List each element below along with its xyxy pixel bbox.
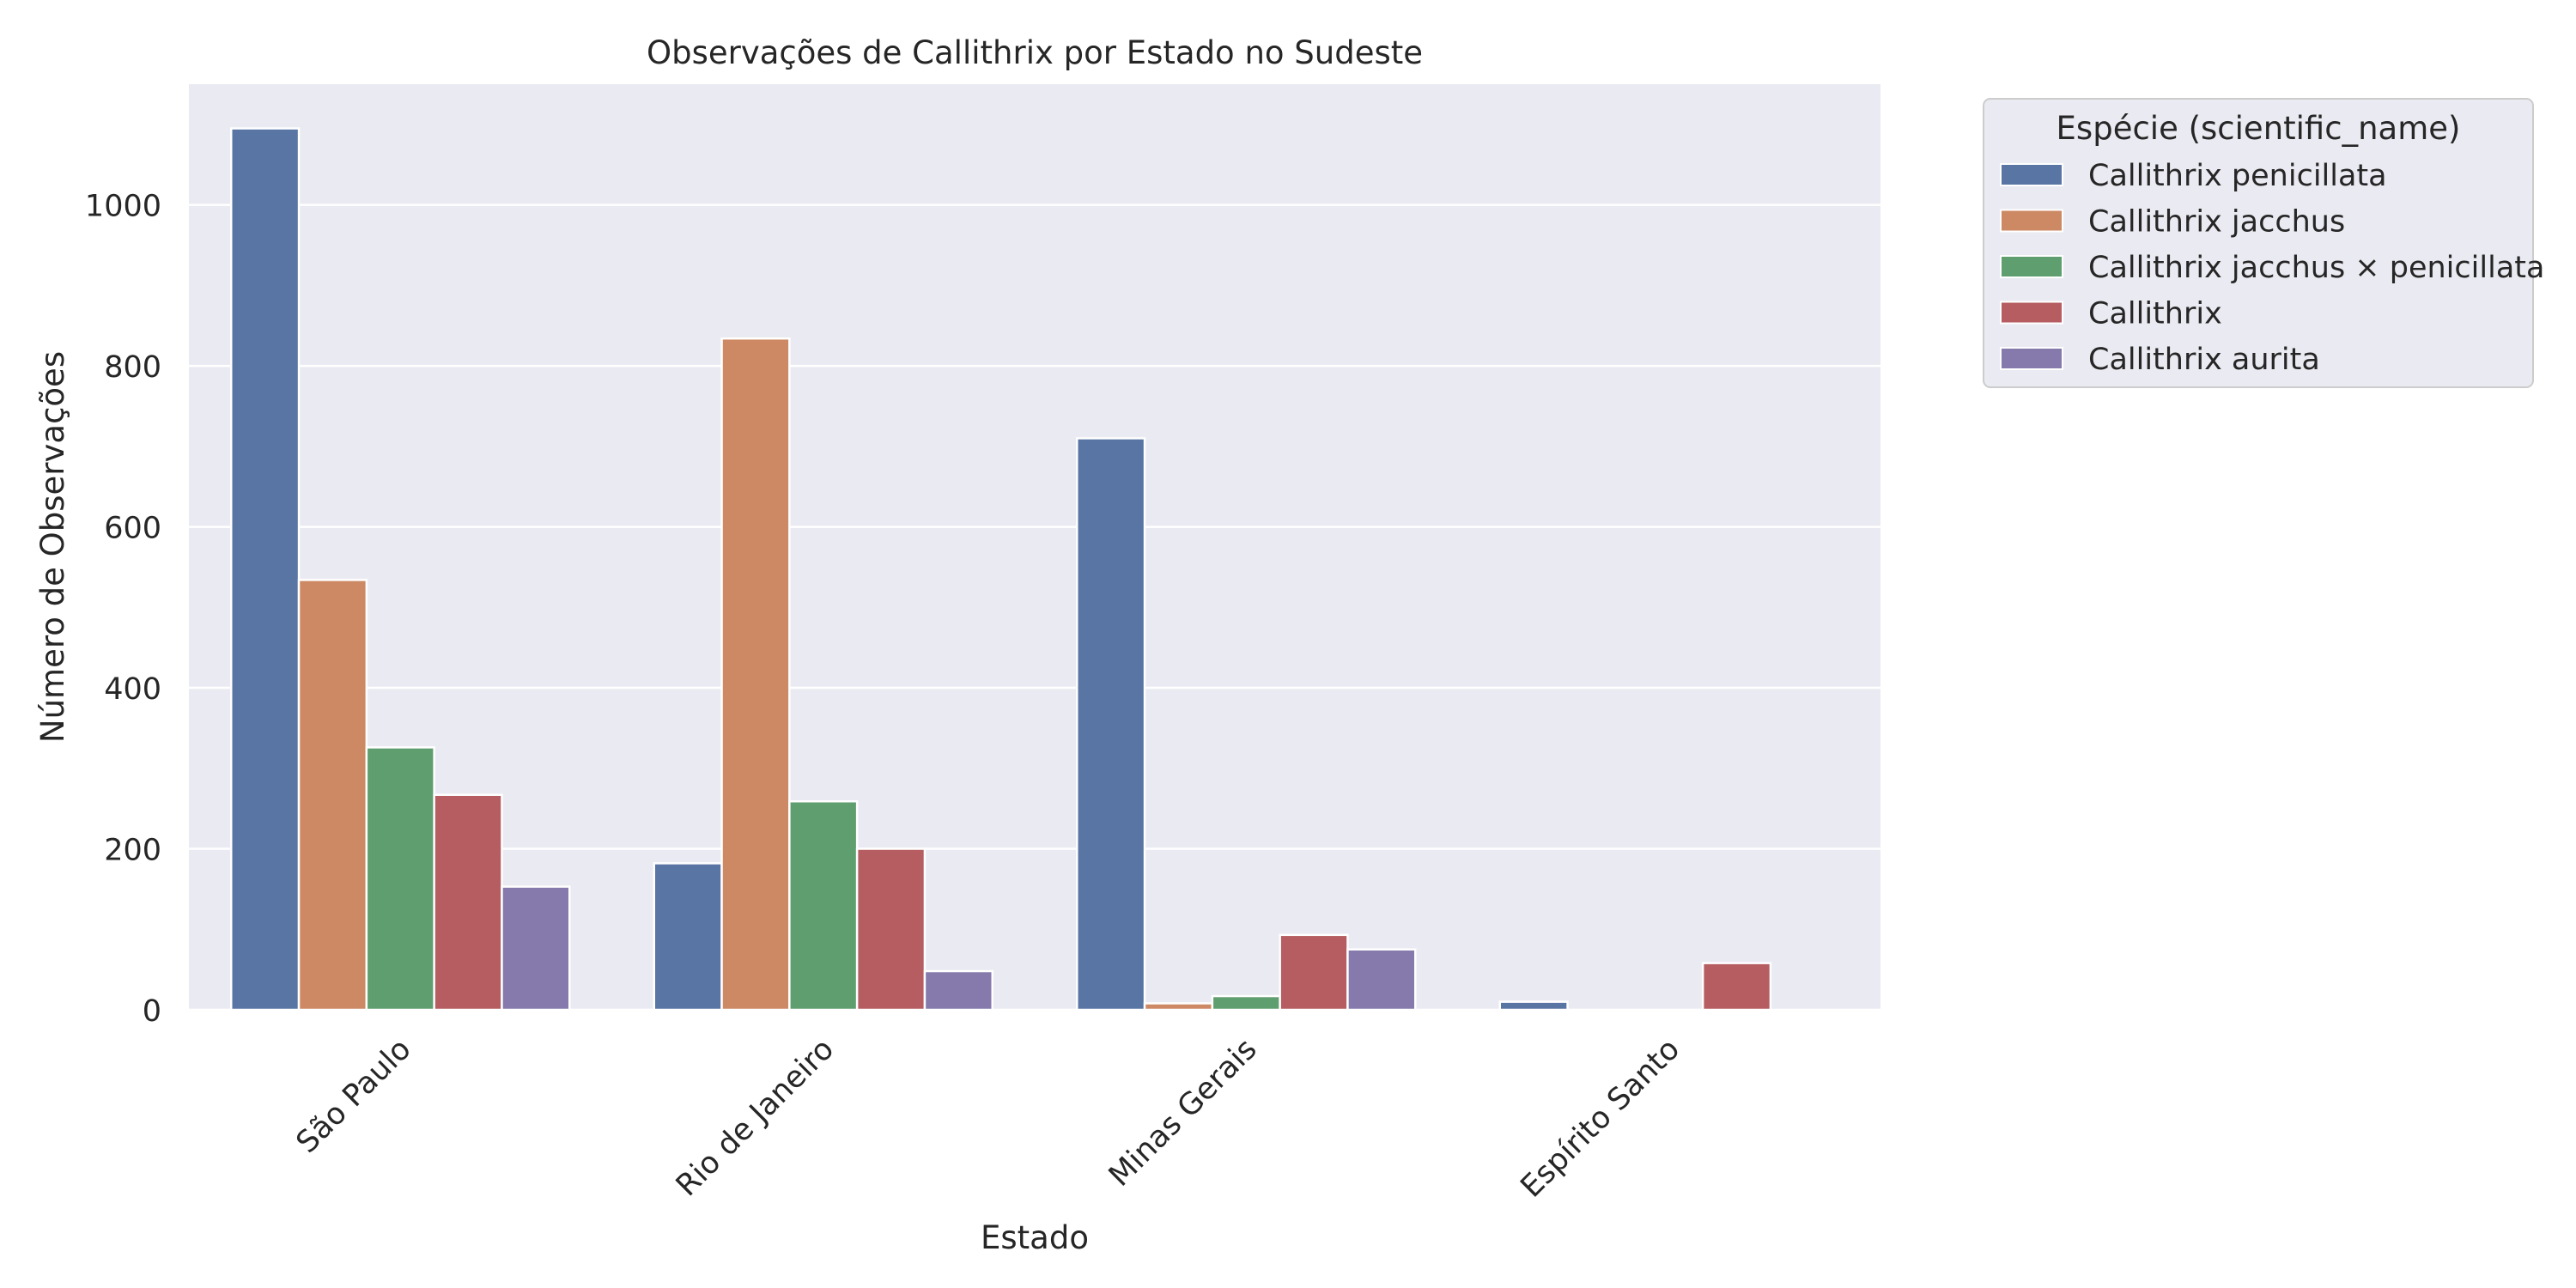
- x-tick-label: Minas Gerais: [1103, 1032, 1264, 1194]
- legend-box: [1983, 98, 2534, 388]
- legend-label: Callithrix jacchus: [2088, 205, 2345, 240]
- legend-swatch: [2000, 347, 2063, 370]
- y-axis-label: Número de Observações: [34, 351, 71, 743]
- bar: [653, 862, 723, 1012]
- bar: [230, 127, 301, 1012]
- bar: [923, 969, 993, 1012]
- bar: [720, 337, 791, 1012]
- bar: [1701, 962, 1772, 1012]
- bar: [855, 848, 927, 1012]
- y-axis-ticks: 0 200 400 600 800 1000: [85, 190, 161, 1029]
- legend-label: Callithrix: [2088, 297, 2222, 331]
- bar: [1498, 1000, 1569, 1012]
- legend-swatch: [2000, 301, 2063, 325]
- y-tick-label: 600: [104, 512, 161, 546]
- legend-label: Callithrix aurita: [2088, 343, 2320, 377]
- bars: [230, 127, 1772, 1012]
- legend-label: Callithrix jacchus × penicillata: [2088, 251, 2544, 285]
- chart-title: Observações de Callithrix por Estado no …: [647, 34, 1423, 71]
- legend-label: Callithrix penicillata: [2088, 159, 2387, 193]
- y-tick-label: 400: [104, 672, 161, 707]
- bar: [501, 885, 571, 1012]
- legend-items: Callithrix penicillata Callithrix jacchus…: [2000, 159, 2544, 377]
- y-tick-label: 200: [104, 834, 161, 868]
- legend-title: Espécie (scientific_name): [2057, 110, 2461, 147]
- x-tick-label: Rio de Janeiro: [670, 1032, 841, 1203]
- bar: [297, 579, 368, 1012]
- x-tick-label: São Paulo: [290, 1032, 418, 1160]
- legend-swatch: [2000, 209, 2063, 233]
- x-axis-label: Estado: [981, 1219, 1089, 1256]
- y-tick-label: 1000: [85, 190, 161, 224]
- y-tick-label: 0: [143, 994, 161, 1029]
- bar: [365, 746, 435, 1012]
- bar: [1076, 437, 1146, 1012]
- bar: [788, 799, 859, 1012]
- bar: [1143, 1002, 1214, 1012]
- x-tick-label: Espírito Santo: [1515, 1032, 1687, 1205]
- bar: [1346, 948, 1417, 1012]
- legend-swatch: [2000, 255, 2063, 278]
- legend-swatch: [2000, 163, 2063, 186]
- legend: Espécie (scientific_name) Callithrix pen…: [1983, 98, 2544, 388]
- y-tick-label: 800: [104, 350, 161, 385]
- bar: [1211, 994, 1281, 1012]
- bar: [433, 793, 503, 1012]
- bar: [1279, 933, 1349, 1012]
- x-axis-ticks: São Paulo Rio de Janeiro Minas Gerais Espír…: [290, 1032, 1686, 1205]
